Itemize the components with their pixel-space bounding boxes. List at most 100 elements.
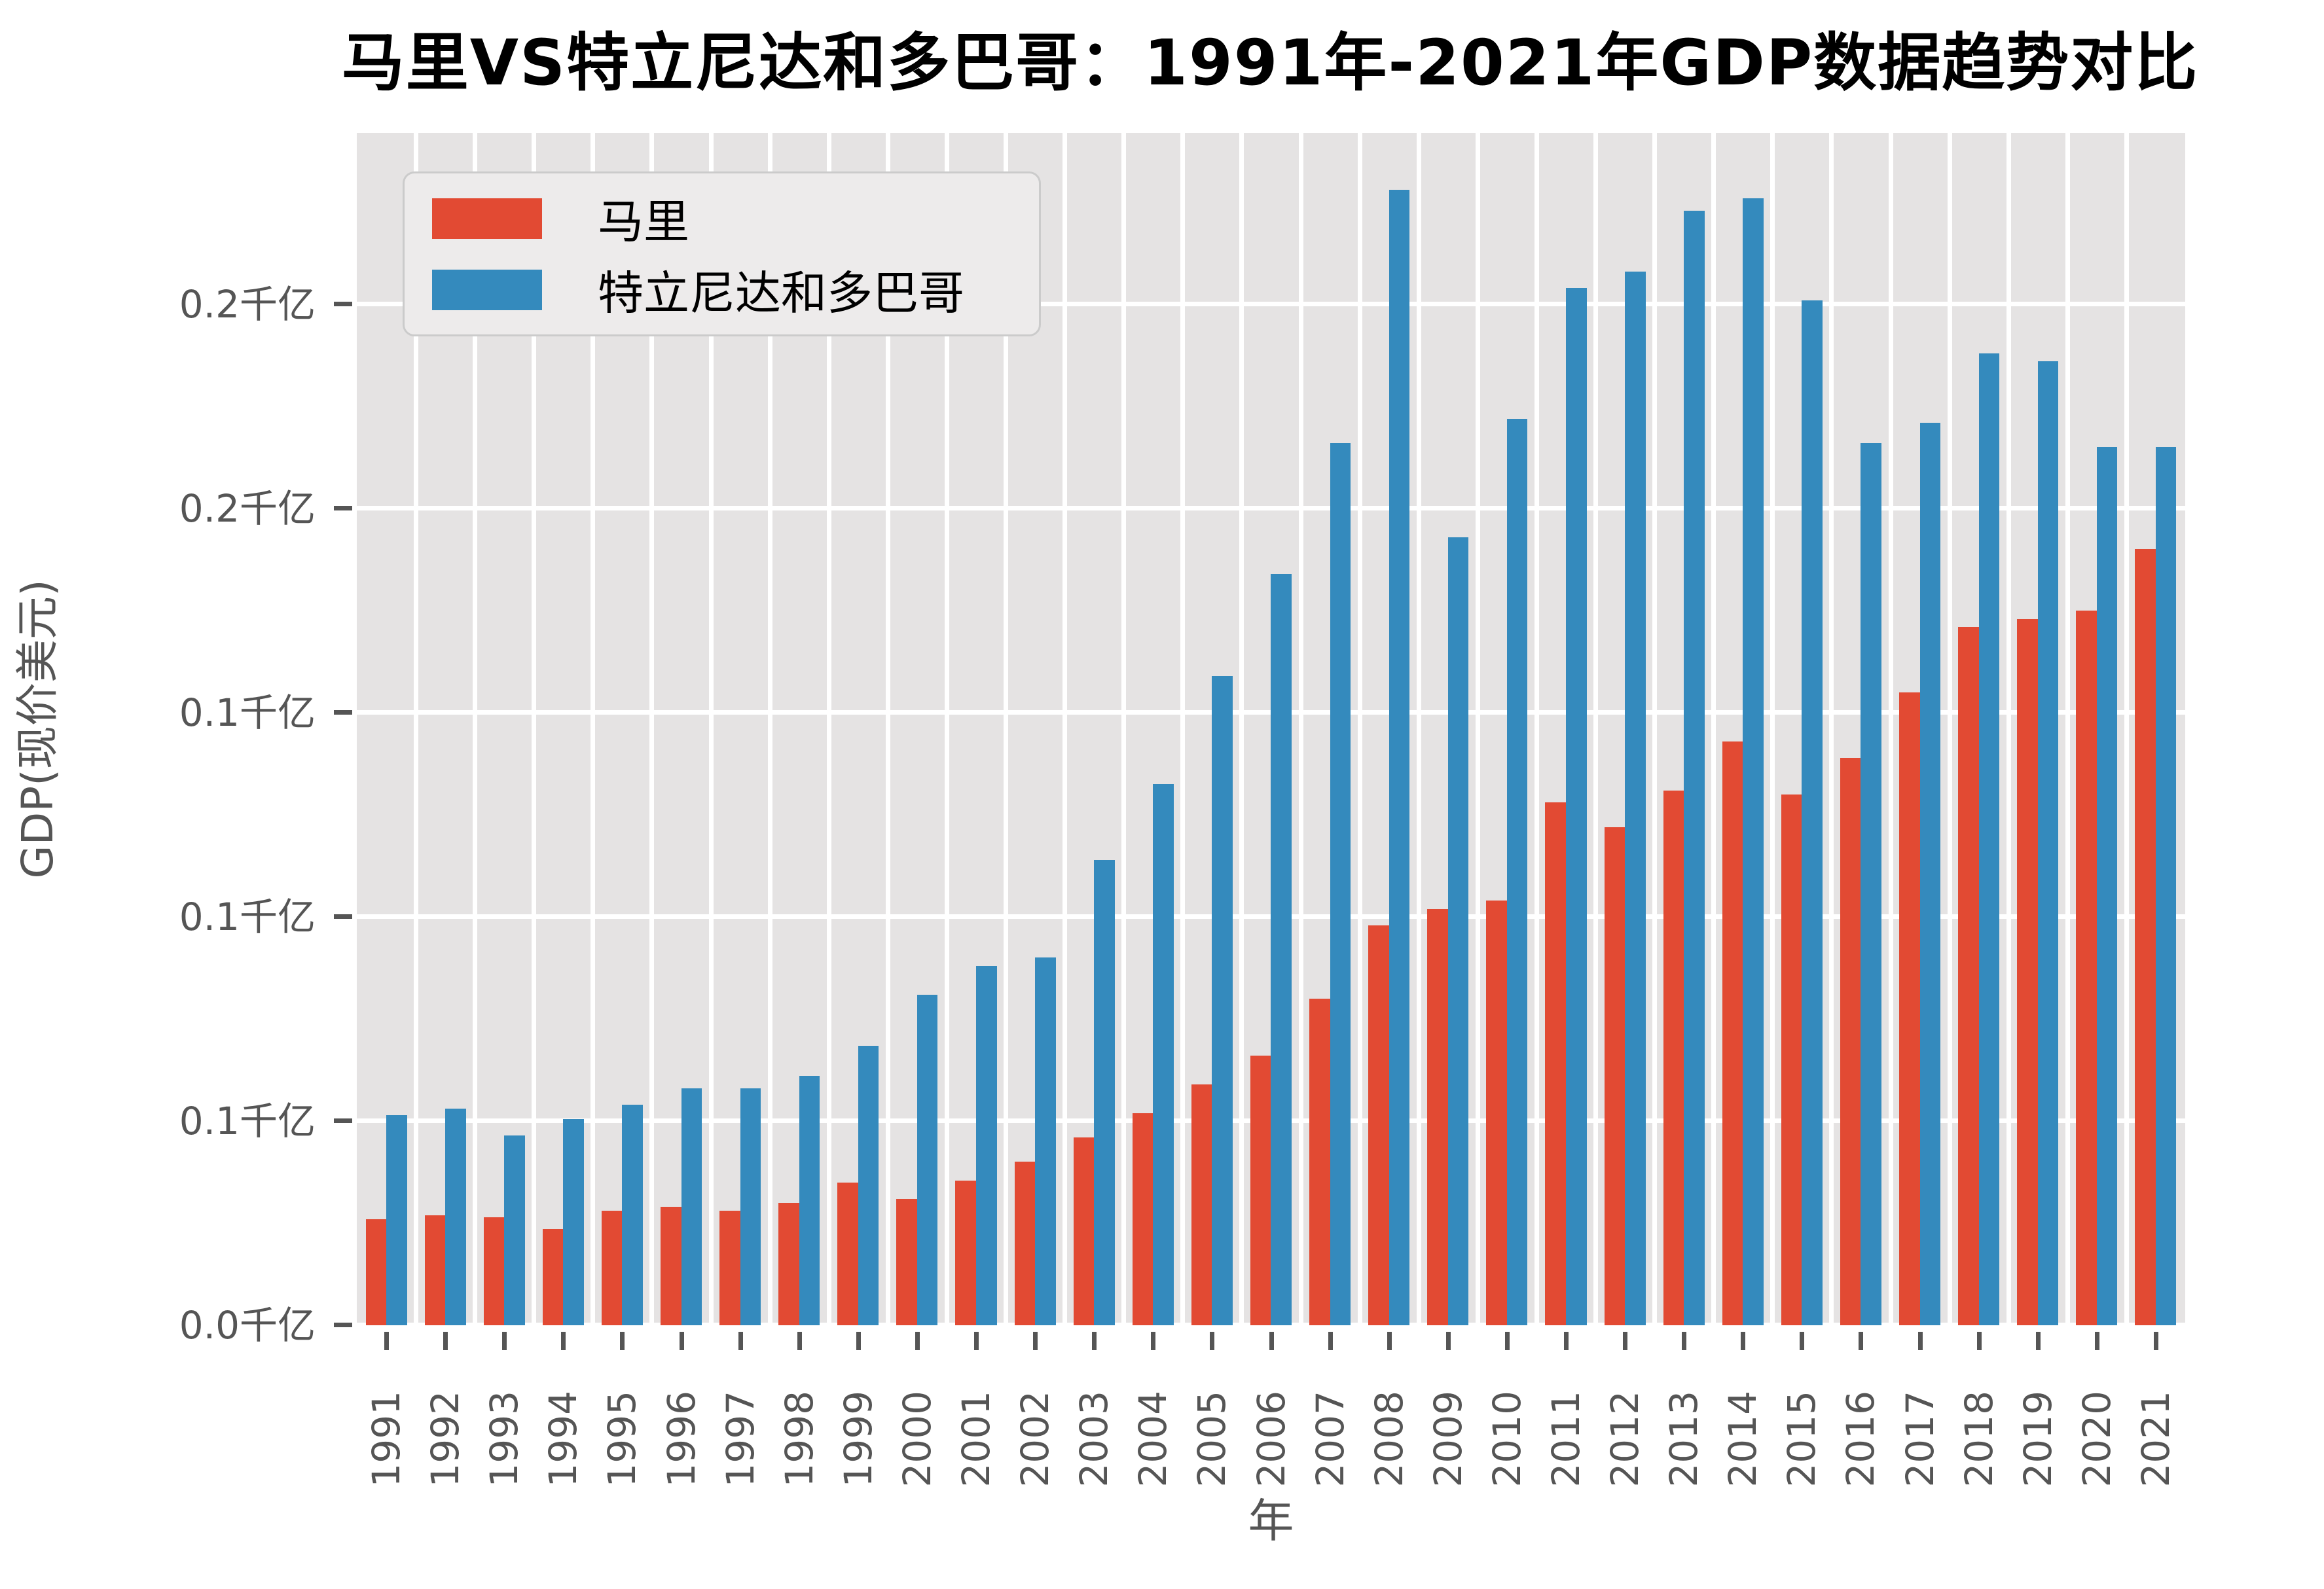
legend-label: 马里 bbox=[598, 195, 689, 249]
bar-trinidad-tobago-2005 bbox=[1212, 675, 1233, 1325]
gridline-vertical bbox=[2124, 133, 2129, 1325]
bar-trinidad-tobago-2009 bbox=[1447, 537, 1469, 1325]
bar-mali-2018 bbox=[1958, 627, 1979, 1325]
bar-group-1999 bbox=[829, 133, 888, 1325]
bar-group-2007 bbox=[1301, 133, 1360, 1325]
bar-mali-2006 bbox=[1250, 1056, 1271, 1325]
bar-mali-2004 bbox=[1132, 1113, 1153, 1325]
x-tick-mark bbox=[797, 1332, 802, 1350]
gridline-vertical bbox=[826, 133, 831, 1325]
gridline-vertical bbox=[1947, 133, 1952, 1325]
gridline-vertical bbox=[1239, 133, 1244, 1325]
bar-trinidad-tobago-2011 bbox=[1565, 288, 1587, 1325]
y-tick-mark bbox=[334, 710, 352, 715]
bar-mali-1998 bbox=[778, 1202, 799, 1325]
gridline-vertical bbox=[414, 133, 419, 1325]
x-tick-mark bbox=[856, 1332, 861, 1350]
legend-swatch-mali bbox=[432, 198, 542, 239]
bar-group-2001 bbox=[947, 133, 1006, 1325]
bar-mali-2010 bbox=[1486, 901, 1507, 1325]
bar-trinidad-tobago-2012 bbox=[1625, 272, 1646, 1325]
bar-group-1995 bbox=[592, 133, 651, 1325]
bar-mali-2007 bbox=[1309, 998, 1330, 1325]
bar-group-2018 bbox=[1950, 133, 2008, 1325]
y-tick-mark bbox=[334, 506, 352, 511]
bar-group-2003 bbox=[1064, 133, 1123, 1325]
bar-trinidad-tobago-1997 bbox=[740, 1088, 761, 1325]
bar-trinidad-tobago-2018 bbox=[1978, 353, 2000, 1325]
x-tick-mark bbox=[1917, 1332, 1923, 1350]
gridline-vertical bbox=[590, 133, 596, 1325]
bar-group-2012 bbox=[1595, 133, 1654, 1325]
y-tick-mark bbox=[334, 914, 352, 919]
bar-trinidad-tobago-2002 bbox=[1035, 957, 1056, 1325]
gridline-vertical bbox=[532, 133, 537, 1325]
bar-mali-2021 bbox=[2135, 549, 2156, 1325]
bar-group-2017 bbox=[1891, 133, 1950, 1325]
bar-mali-2005 bbox=[1191, 1084, 1212, 1325]
gridline-vertical bbox=[1121, 133, 1127, 1325]
bar-mali-2008 bbox=[1368, 925, 1389, 1325]
bar-trinidad-tobago-2014 bbox=[1743, 198, 1764, 1325]
bar-group-2005 bbox=[1182, 133, 1241, 1325]
bar-mali-2002 bbox=[1014, 1162, 1036, 1325]
legend-swatch-trinidad-tobago bbox=[432, 269, 542, 310]
x-tick-mark bbox=[1800, 1332, 1805, 1350]
gridline-horizontal bbox=[357, 506, 2185, 511]
bar-group-2021 bbox=[2126, 133, 2185, 1325]
bar-mali-2019 bbox=[2017, 618, 2038, 1325]
bar-group-2002 bbox=[1006, 133, 1064, 1325]
bar-mali-2003 bbox=[1073, 1137, 1095, 1325]
gridline-vertical bbox=[1416, 133, 1421, 1325]
bar-group-1998 bbox=[770, 133, 829, 1325]
bar-group-2004 bbox=[1123, 133, 1182, 1325]
gridline-vertical bbox=[1829, 133, 1834, 1325]
bar-mali-2009 bbox=[1427, 908, 1448, 1325]
gridline-vertical bbox=[2006, 133, 2011, 1325]
y-tick-mark bbox=[334, 1118, 352, 1124]
bar-group-2015 bbox=[1772, 133, 1831, 1325]
bar-mali-2020 bbox=[2076, 611, 2097, 1325]
x-tick-mark bbox=[1741, 1332, 1746, 1350]
x-tick-mark bbox=[679, 1332, 684, 1350]
gridline-vertical bbox=[1357, 133, 1362, 1325]
gridline-vertical bbox=[1888, 133, 1893, 1325]
x-tick-mark bbox=[738, 1332, 743, 1350]
gridline-vertical bbox=[473, 133, 478, 1325]
x-tick-mark bbox=[384, 1332, 390, 1350]
bar-trinidad-tobago-2003 bbox=[1094, 859, 1115, 1325]
bar-trinidad-tobago-2015 bbox=[1802, 300, 1823, 1325]
x-tick-mark bbox=[2035, 1332, 2041, 1350]
legend: 马里特立尼达和多巴哥 bbox=[403, 171, 1041, 336]
bar-group-2010 bbox=[1478, 133, 1536, 1325]
bar-mali-1992 bbox=[424, 1215, 446, 1325]
bar-mali-2001 bbox=[955, 1180, 976, 1325]
bar-group-2008 bbox=[1360, 133, 1419, 1325]
bar-mali-2011 bbox=[1545, 802, 1566, 1325]
x-tick-mark bbox=[2094, 1332, 2099, 1350]
bar-mali-2015 bbox=[1781, 794, 1802, 1325]
bar-trinidad-tobago-1992 bbox=[445, 1109, 466, 1325]
gridline-vertical bbox=[1004, 133, 1009, 1325]
bar-group-2006 bbox=[1241, 133, 1300, 1325]
bar-group-1996 bbox=[651, 133, 710, 1325]
x-tick-mark bbox=[1504, 1332, 1510, 1350]
y-tick-label: 0.1千亿 bbox=[179, 895, 316, 940]
bar-group-2014 bbox=[1713, 133, 1772, 1325]
x-tick-mark bbox=[1092, 1332, 1097, 1350]
x-tick-mark bbox=[915, 1332, 920, 1350]
bar-mali-1991 bbox=[365, 1219, 387, 1325]
gridline-vertical bbox=[885, 133, 890, 1325]
gridline-vertical bbox=[1770, 133, 1775, 1325]
bar-mali-1994 bbox=[542, 1229, 564, 1325]
bar-trinidad-tobago-2019 bbox=[2037, 361, 2059, 1325]
y-tick-mark bbox=[334, 1323, 352, 1327]
legend-item: 特立尼达和多巴哥 bbox=[432, 257, 1039, 323]
bar-group-2011 bbox=[1536, 133, 1595, 1325]
bar-group-2000 bbox=[888, 133, 947, 1325]
x-tick-mark bbox=[1033, 1332, 1038, 1350]
bar-trinidad-tobago-2001 bbox=[976, 965, 997, 1325]
bar-group-2016 bbox=[1831, 133, 1890, 1325]
y-axis: 0.0千亿 0.1千亿 0.1千亿 0.1千亿 0.2千亿 0.2千亿 bbox=[0, 133, 357, 1346]
legend-item: 马里 bbox=[432, 185, 1039, 251]
